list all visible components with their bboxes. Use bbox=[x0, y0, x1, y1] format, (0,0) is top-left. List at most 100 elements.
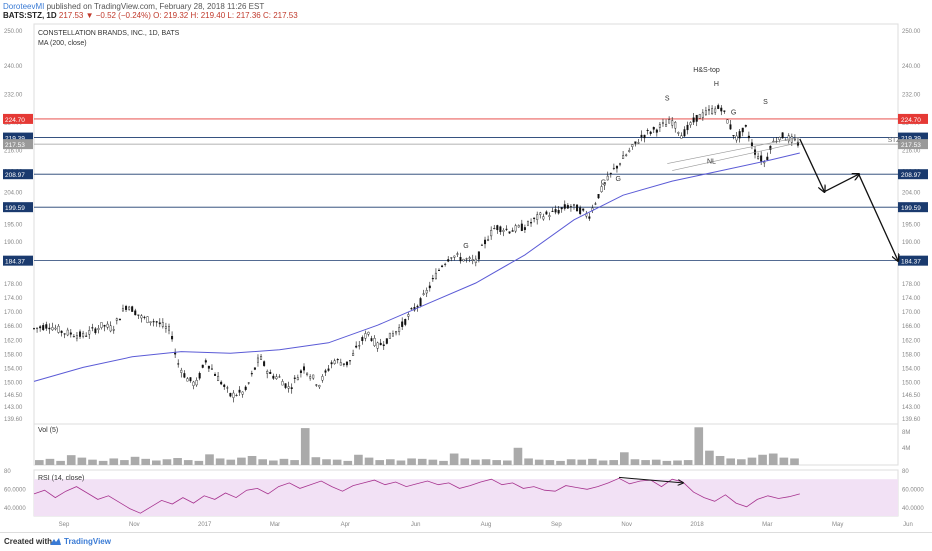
volume-bar bbox=[98, 460, 108, 465]
chart-title: CONSTELLATION BRANDS, INC., 1D, BATS bbox=[38, 30, 180, 37]
pattern-annotation: G bbox=[463, 243, 468, 250]
candle-body bbox=[689, 122, 692, 126]
candle-body bbox=[164, 326, 167, 329]
candle-body bbox=[661, 122, 664, 124]
price-tick-label-left: 178.00 bbox=[4, 282, 23, 288]
volume-bar bbox=[790, 458, 799, 465]
author-link[interactable]: DoroteevMI bbox=[3, 2, 45, 11]
candle-body bbox=[582, 208, 585, 211]
volume-bar bbox=[417, 458, 427, 465]
candle-body bbox=[416, 305, 419, 308]
candle-body bbox=[536, 214, 539, 220]
chart-canvas[interactable]: 250.00 250.00 240.00 240.00 232.00 232.00 224.… bbox=[0, 0, 932, 532]
volume-bar bbox=[737, 459, 746, 465]
level-tag-right bbox=[898, 202, 928, 213]
volume-bar bbox=[545, 460, 555, 465]
candle-body bbox=[431, 278, 434, 280]
pattern-annotation: S bbox=[665, 95, 670, 102]
candle-body bbox=[220, 381, 223, 385]
candle-body bbox=[192, 381, 195, 386]
volume-bar bbox=[247, 455, 257, 465]
candle-body bbox=[158, 322, 161, 325]
price-tick-label-left: 250.00 bbox=[4, 29, 23, 35]
candle-body bbox=[677, 132, 680, 134]
candle-body bbox=[36, 327, 39, 329]
tradingview-link[interactable]: TradingView bbox=[64, 537, 111, 546]
candle-body bbox=[180, 369, 183, 373]
candle-body bbox=[112, 329, 115, 331]
candle-body bbox=[345, 361, 348, 366]
volume-bar bbox=[258, 459, 267, 465]
candle-body bbox=[143, 316, 146, 318]
candle-body bbox=[422, 293, 425, 295]
volume-bar bbox=[290, 460, 299, 465]
candle-body bbox=[321, 376, 324, 381]
candle-body bbox=[382, 344, 385, 346]
candle-body bbox=[622, 155, 625, 159]
candle-body bbox=[649, 131, 652, 134]
candle-body bbox=[284, 383, 287, 388]
candle-body bbox=[551, 210, 554, 212]
volume-bar bbox=[386, 459, 395, 465]
candle-body bbox=[683, 129, 686, 137]
candle-body bbox=[272, 375, 275, 379]
candle-body bbox=[477, 251, 480, 260]
price-tick-label-left: 162.00 bbox=[4, 338, 23, 344]
candle-body bbox=[658, 124, 661, 128]
candle-body bbox=[560, 207, 563, 210]
candle-body bbox=[388, 332, 391, 339]
price-tick-label-left: 204.00 bbox=[4, 191, 23, 197]
candle-body bbox=[106, 323, 109, 328]
rsi-divergence-arrow bbox=[618, 476, 683, 483]
pattern-annotation: G bbox=[601, 180, 606, 187]
candle-body bbox=[444, 263, 447, 265]
candle-body bbox=[490, 230, 493, 237]
level-tag-left bbox=[3, 139, 33, 150]
candle-body bbox=[769, 145, 772, 150]
candle-body bbox=[198, 372, 201, 379]
candle-body bbox=[511, 230, 514, 232]
candle-body bbox=[63, 333, 66, 335]
candle-body bbox=[434, 272, 437, 280]
volume-bar bbox=[662, 460, 672, 465]
level-tag-left bbox=[3, 132, 33, 143]
candle-body bbox=[520, 223, 523, 231]
candle-body bbox=[177, 363, 180, 365]
volume-bar bbox=[747, 457, 757, 465]
candle-body bbox=[407, 314, 410, 317]
candle-body bbox=[404, 319, 407, 325]
candle-body bbox=[787, 135, 790, 142]
volume-bar bbox=[449, 453, 459, 465]
candle-body bbox=[732, 135, 735, 137]
volume-bar bbox=[471, 459, 480, 465]
candle-body bbox=[339, 362, 342, 366]
candle-body bbox=[48, 327, 51, 330]
volume-bar bbox=[673, 460, 682, 465]
symbol-tag: STZ bbox=[888, 137, 900, 144]
candle-body bbox=[103, 325, 106, 327]
candle-body bbox=[281, 381, 284, 386]
candle-body bbox=[588, 216, 591, 219]
time-tick-label: Sep bbox=[551, 522, 562, 528]
time-tick-label: 2017 bbox=[198, 522, 212, 528]
candle-body bbox=[735, 135, 738, 141]
candle-body bbox=[241, 391, 244, 395]
candle-body bbox=[269, 372, 272, 374]
candle-body bbox=[244, 386, 247, 390]
candle-body bbox=[398, 327, 401, 332]
candle-body bbox=[121, 308, 124, 312]
candle-body bbox=[741, 127, 744, 133]
candle-body bbox=[260, 356, 263, 360]
candle-body bbox=[290, 387, 293, 390]
footer-bar: Created with TradingView bbox=[0, 532, 932, 551]
volume-bar bbox=[109, 458, 119, 465]
candle-body bbox=[548, 215, 551, 217]
forecast-arrow bbox=[824, 174, 858, 193]
price-tick-label: 162.00 bbox=[902, 338, 921, 344]
volume-bar bbox=[481, 459, 491, 465]
candle-body bbox=[576, 204, 579, 212]
candle-body bbox=[223, 384, 226, 387]
volume-bar bbox=[173, 458, 182, 465]
price-tick-label: 250.00 bbox=[902, 29, 921, 35]
volume-bar bbox=[726, 458, 735, 465]
